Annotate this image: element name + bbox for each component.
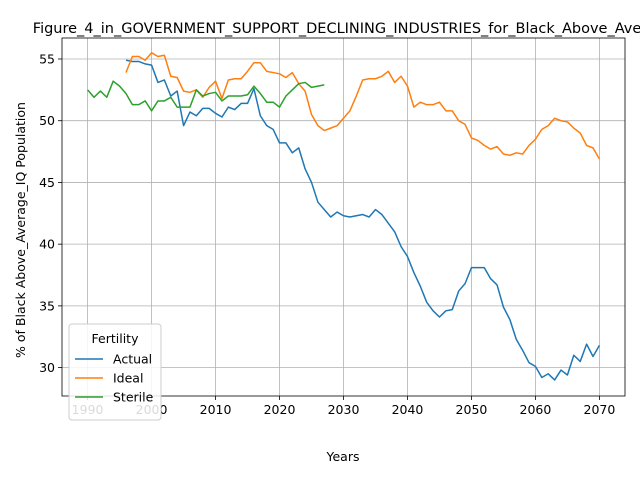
legend-box	[68, 323, 162, 421]
x-tick-label: 2050	[456, 402, 488, 417]
series-line-sterile	[87, 80, 325, 112]
y-tick-label: 50	[39, 113, 55, 128]
y-tick-label: 30	[39, 360, 55, 375]
x-tick-label: 2030	[328, 402, 360, 417]
grid-lines	[62, 38, 625, 396]
legend-title: Fertility	[92, 331, 140, 346]
y-tick-label: 35	[39, 298, 55, 313]
x-tick-label: 2010	[200, 402, 232, 417]
chart-title: Figure_4_in_GOVERNMENT_SUPPORT_DECLINING…	[33, 21, 640, 37]
legend-label-ideal: Ideal	[113, 371, 143, 386]
legend-label-sterile: Sterile	[113, 390, 154, 405]
legend-items: Actual Ideal Sterile	[75, 352, 154, 405]
series-line-actual	[125, 59, 601, 381]
y-axis-ticks: 30 35 40 45 50 55	[39, 51, 62, 375]
x-tick-label: 2020	[264, 402, 296, 417]
series-lines	[87, 52, 601, 381]
y-tick-label: 40	[39, 237, 55, 252]
y-tick-label: 55	[39, 51, 55, 66]
legend-label-actual: Actual	[113, 352, 152, 367]
x-axis-label: Years	[326, 449, 360, 464]
x-tick-label: 2060	[520, 402, 552, 417]
series-line-ideal	[125, 52, 601, 160]
legend: Fertility Actual Ideal Sterile	[68, 323, 162, 421]
y-axis-label: % of Black Above_Average_IQ Population	[13, 102, 28, 358]
y-tick-label: 45	[39, 175, 55, 190]
x-tick-label: 2070	[584, 402, 616, 417]
x-tick-label: 2040	[392, 402, 424, 417]
